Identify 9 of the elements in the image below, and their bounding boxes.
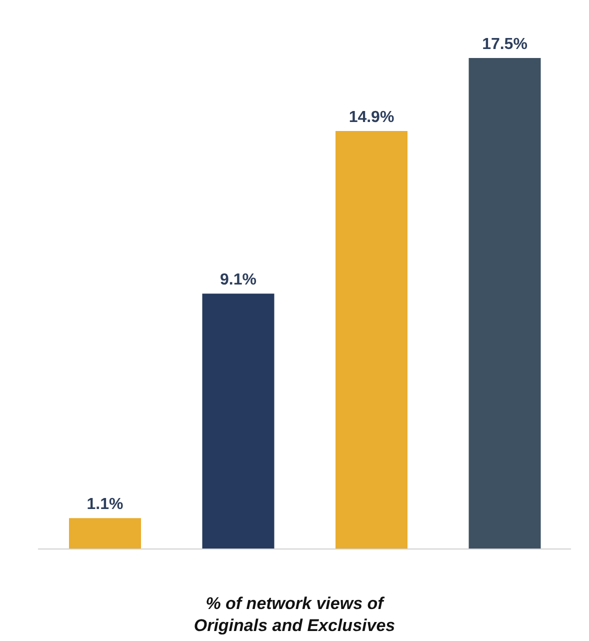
- data-label: 17.5%: [482, 36, 528, 53]
- bar: [202, 294, 274, 549]
- data-label: 14.9%: [348, 108, 394, 126]
- data-label: 9.1%: [220, 272, 256, 289]
- x-axis-title: % of network views of Originals and Exclusives: [192, 593, 396, 637]
- bar: [69, 518, 141, 549]
- bar: [468, 58, 541, 549]
- data-label: 1.1%: [86, 496, 124, 514]
- bar: [336, 130, 408, 549]
